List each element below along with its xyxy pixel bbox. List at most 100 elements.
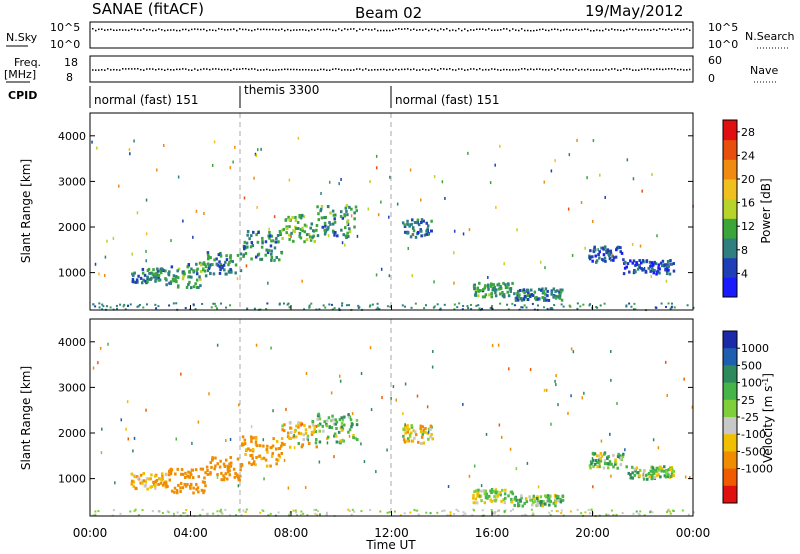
velocity-cell [107,342,109,346]
power-cell [239,257,242,261]
velocity-cell [240,463,244,467]
power-cell [535,295,538,299]
power-cell [609,249,613,253]
power-cell [552,287,556,291]
velocity-cell [493,512,496,515]
power-cell [411,226,415,230]
velocity-cell [133,509,136,512]
velocity-cell [220,511,223,514]
freq-point [428,69,430,71]
power-cell [323,221,327,225]
velocity-cell [532,496,535,500]
power-cell [545,298,548,302]
power-cell [550,292,553,296]
velocity-cell [399,514,402,517]
velocity-cell [150,473,153,477]
velocity-cell [249,435,253,439]
velocity-colorbar-tick-label: -500 [741,445,766,458]
freq-point [212,68,214,70]
velocity-cell [351,412,354,416]
velocity-cell [145,408,147,412]
nsky-point [215,29,217,32]
velocity-cell [649,511,652,514]
x-tick-label: 00:00 [676,526,711,540]
velocity-cell [494,488,498,492]
nsky-point [335,29,337,32]
velocity-cell [662,469,666,473]
velocity-cell [386,511,389,514]
power-cell [494,163,496,167]
velocity-cell [689,476,691,480]
power-cell [345,236,348,240]
power-colorbar-segment [723,277,737,298]
velocity-cell [300,510,303,513]
freq-point [272,69,274,71]
power-cell [597,253,600,257]
power-cell [267,281,269,285]
power-cell [559,288,562,292]
power-cell [321,225,325,229]
power-cell [282,227,286,231]
power-cell [562,305,565,308]
power-cell [284,218,287,222]
velocity-cell [224,472,228,476]
power-cell [593,248,597,252]
velocity-cell [632,512,635,515]
freq-point [251,68,253,70]
power-cell [250,257,253,261]
freq-point [671,68,673,70]
power-cell [92,303,95,306]
velocity-cell [233,475,237,479]
power-cell [151,272,155,276]
velocity-y-axis-label: Slant Range [km] [19,366,33,470]
nsky-bottom-tick: 10^0 [50,38,80,51]
x-tick-label: 00:00 [73,526,108,540]
nsky-point [407,28,409,30]
velocity-cell [223,476,226,480]
velocity-cell [420,435,424,439]
power-cell [410,222,413,226]
velocity-cell [221,512,224,515]
power-cell [665,264,668,268]
velocity-cell [657,468,661,472]
freq-point [485,68,487,71]
freq-point [320,68,322,71]
power-cell [628,302,631,305]
velocity-cell [206,472,210,476]
power-cell [409,168,412,172]
velocity-cell [330,426,334,430]
velocity-cell [184,484,188,488]
power-cell [167,273,171,277]
power-cell [343,214,347,218]
power-cell [636,267,640,271]
velocity-cell [422,428,426,432]
velocity-cell [307,438,309,442]
velocity-cell [251,448,255,452]
velocity-cell [203,476,206,480]
power-cell [119,303,122,306]
velocity-cell [301,422,304,426]
velocity-cell [569,510,572,513]
power-cell [98,272,100,276]
power-cell [484,284,487,288]
velocity-cell [539,503,543,507]
velocity-cell [325,419,329,423]
nsky-point [161,29,163,31]
velocity-cell [490,488,494,492]
power-colorbar-segment [723,238,737,259]
power-cell [623,266,627,270]
freq-point [263,69,265,71]
y-tick-label: 4000 [58,130,86,143]
power-cell [470,307,473,310]
power-cell [358,306,361,309]
freq-point [374,68,376,71]
power-cell [635,261,638,265]
velocity-cell [515,498,518,502]
velocity-cell [408,435,412,439]
velocity-cell [337,430,341,434]
velocity-cell [302,512,305,515]
power-cell [356,234,359,238]
nsky-point [275,29,277,31]
velocity-cell [503,510,506,513]
nsky-point [128,29,130,32]
